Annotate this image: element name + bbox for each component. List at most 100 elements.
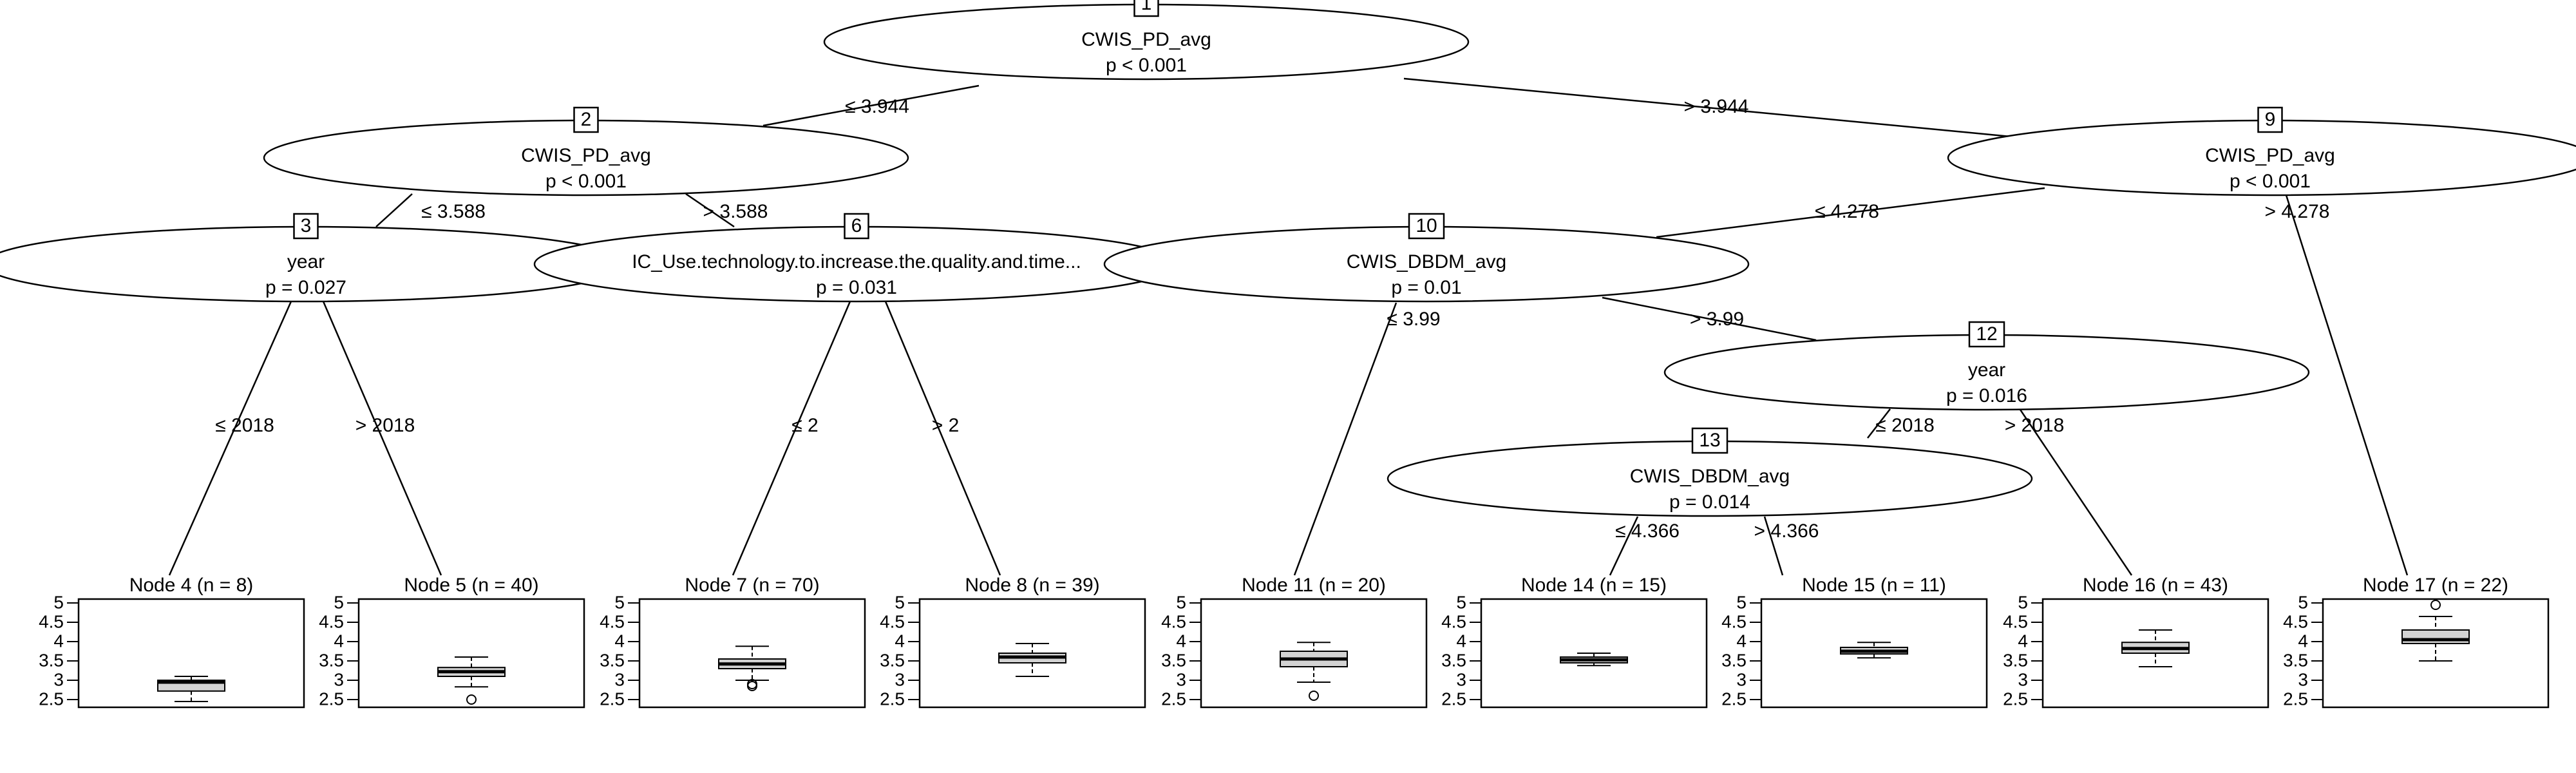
node-p-value: p = 0.031 <box>816 277 897 298</box>
y-tick-label: 5 <box>1456 592 1466 612</box>
y-tick-label: 4 <box>2018 631 2028 651</box>
edge-label: > 2018 <box>2005 415 2065 436</box>
plot-frame <box>357 598 585 709</box>
y-tick-label: 4.5 <box>1161 611 1186 631</box>
node-id-box <box>1691 427 1728 454</box>
edge-line <box>884 301 1001 576</box>
edge-label: ≤ 3.944 <box>845 96 909 117</box>
terminal-node-title: Node 5 (n = 40) <box>404 575 538 596</box>
terminal-node-16: Node 16 (n = 43) 54.543.532.5 <box>2003 575 2269 709</box>
edge-line <box>1403 77 2011 138</box>
y-tick-label: 4 <box>53 631 64 651</box>
edge-line <box>322 301 442 576</box>
y-tick-label: 2.5 <box>880 689 905 709</box>
outlier-point <box>747 679 757 689</box>
terminal-node-17: Node 17 (n = 22) 54.543.532.5 <box>2283 575 2550 709</box>
edge-label: > 2018 <box>355 415 415 436</box>
y-tick-label: 3 <box>895 669 905 689</box>
edge-label: > 4.366 <box>1754 520 1819 542</box>
edge-label: > 3.588 <box>703 201 768 222</box>
edge-line <box>2285 195 2409 576</box>
edge-label: ≤ 2018 <box>215 415 274 436</box>
node-id-box <box>1408 213 1445 240</box>
y-tick-label: 4 <box>2298 631 2308 651</box>
y-tick-label: 5 <box>1176 592 1186 612</box>
edge-label: ≤ 4.366 <box>1615 520 1680 542</box>
y-tick-label: 2.5 <box>600 689 625 709</box>
y-tick-label: 3.5 <box>319 650 344 670</box>
y-tick-label: 3.5 <box>1161 650 1186 670</box>
y-tick-label: 3.5 <box>1441 650 1466 670</box>
edge-line <box>375 193 413 227</box>
edge-label: > 3.944 <box>1684 96 1749 117</box>
node-variable: year <box>1968 359 2005 381</box>
node-p-value: p < 0.001 <box>2230 171 2311 192</box>
y-tick-label: 4 <box>895 631 905 651</box>
edge-line <box>1867 408 1891 439</box>
node-id: 2 <box>581 109 592 130</box>
node-id-box <box>1133 0 1159 17</box>
node-p-value: p = 0.01 <box>1391 277 1461 298</box>
node-id-box <box>573 106 599 133</box>
node-id: 9 <box>2265 109 2276 130</box>
terminal-node-7: Node 7 (n = 70) 54.543.532.5 <box>600 575 866 709</box>
y-tick-label: 5 <box>895 592 905 612</box>
y-tick-label: 3 <box>614 669 625 689</box>
y-tick-label: 3 <box>1456 669 1466 689</box>
edge-line <box>685 193 735 228</box>
y-tick-label: 4.5 <box>600 611 625 631</box>
edge-label: ≤ 2 <box>791 415 818 436</box>
edge-label: ≤ 2018 <box>1875 415 1935 436</box>
node-p-value: p = 0.016 <box>1946 385 2027 406</box>
edge-line <box>1763 516 1784 576</box>
iqr-box <box>2401 629 2470 644</box>
edges-group: ≤ 3.944 > 3.944 ≤ 3.588 > 3.588 ≤ 2018 > 2018… <box>168 77 2409 576</box>
terminal-node-title: Node 11 (n = 20) <box>1242 575 1386 596</box>
node-p-value: p = 0.027 <box>265 277 346 298</box>
edge-line <box>1293 302 1397 576</box>
edge-label: ≤ 4.278 <box>1815 201 1879 222</box>
y-tick-label: 4 <box>334 631 344 651</box>
y-tick-label: 5 <box>334 592 344 612</box>
node-id: 3 <box>301 215 312 236</box>
terminal-node-title: Node 7 (n = 70) <box>685 575 819 596</box>
node-id-box <box>1968 321 2005 348</box>
edge-line <box>732 301 851 576</box>
y-tick-label: 4.5 <box>2283 611 2308 631</box>
node-variable: CWIS_PD_avg <box>2205 145 2335 166</box>
node-id-box <box>2257 106 2283 133</box>
node-id: 12 <box>1976 323 1997 345</box>
outlier-point <box>466 694 477 705</box>
terminal-node-11: Node 11 (n = 20) 54.543.532.5 <box>1161 575 1428 709</box>
y-tick-label: 4.5 <box>2003 611 2028 631</box>
y-tick-label: 3.5 <box>2283 650 2308 670</box>
edge-line <box>1602 296 1817 341</box>
node-id: 13 <box>1699 430 1720 451</box>
outlier-point <box>2430 600 2441 610</box>
y-tick-label: 4.5 <box>319 611 344 631</box>
y-tick-label: 4 <box>1176 631 1186 651</box>
y-tick-label: 5 <box>53 592 64 612</box>
edge-label: > 4.278 <box>2265 201 2330 222</box>
terminal-node-5: Node 5 (n = 40) 54.543.532.5 <box>319 575 585 709</box>
node-id: 1 <box>1141 0 1152 14</box>
inner-node-6: 6 IC_Use.technology.to.increase.the.quali… <box>533 213 1180 303</box>
terminal-node-title: Node 16 (n = 43) <box>2083 575 2228 596</box>
node-variable: CWIS_DBDM_avg <box>1630 466 1790 487</box>
terminal-node-8: Node 8 (n = 39) 54.543.532.5 <box>880 575 1146 709</box>
y-tick-label: 3 <box>2298 669 2308 689</box>
y-tick-label: 5 <box>614 592 625 612</box>
node-variable: IC_Use.technology.to.increase.the.qualit… <box>632 251 1081 272</box>
terminal-node-15: Node 15 (n = 11) 54.543.532.5 <box>1721 575 1988 709</box>
y-tick-label: 5 <box>2298 592 2308 612</box>
edge-label: ≤ 3.99 <box>1387 309 1440 330</box>
node-id-box <box>844 213 869 240</box>
inner-node-12: 12 year p = 0.016 <box>1663 321 2310 411</box>
y-tick-label: 3 <box>2018 669 2028 689</box>
terminal-node-4: Node 4 (n = 8) 54.543.532.5 <box>39 575 305 709</box>
